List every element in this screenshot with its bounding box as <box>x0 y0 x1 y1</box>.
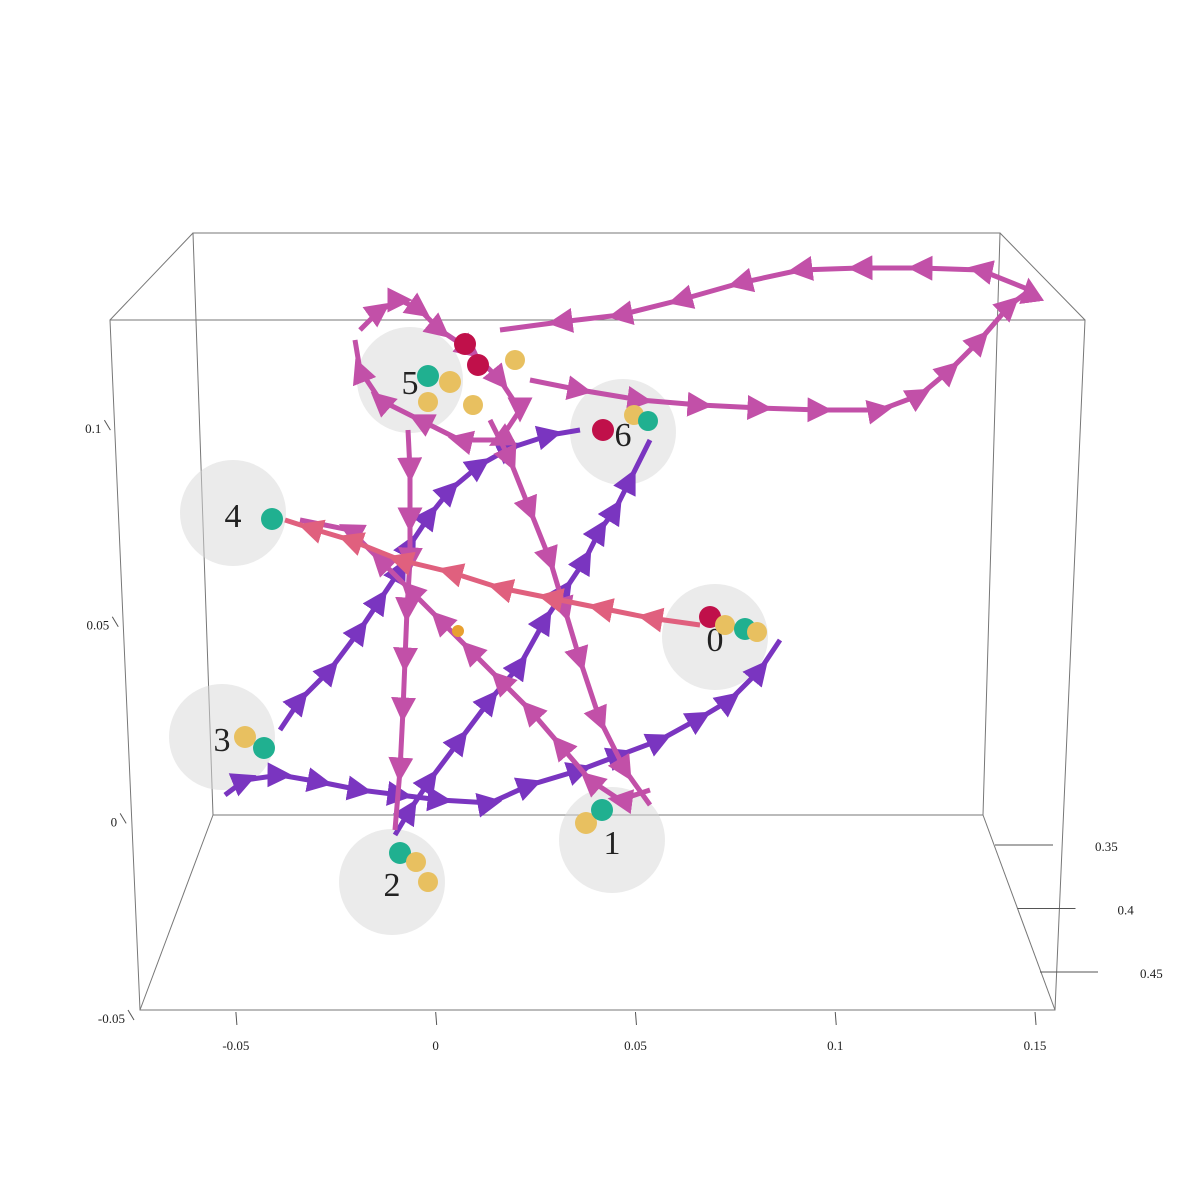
z-tick-label: 0.45 <box>1140 966 1163 981</box>
x-tick-label: -0.05 <box>222 1038 249 1053</box>
z-tick-label: 0.4 <box>1118 902 1135 917</box>
x-tick <box>834 1011 837 1026</box>
x-tick-label: 0 <box>432 1038 439 1053</box>
node-label: 4 <box>225 498 242 535</box>
x-tick <box>435 1011 438 1026</box>
x-tick-label: 0.05 <box>624 1038 647 1053</box>
molecules <box>234 333 767 892</box>
y-tick-label: -0.05 <box>98 1011 125 1026</box>
y-tick-label: 0 <box>111 814 118 829</box>
node-label: 1 <box>604 825 621 862</box>
x-tick <box>634 1011 637 1026</box>
x-tick-label: 0.1 <box>827 1038 843 1053</box>
x-tick <box>1034 1011 1037 1026</box>
y-tick <box>127 1009 135 1021</box>
axes: -0.05 0 0.05 0.1 0.15 -0.05 0 0.05 0.1 0.35 0.4 0.4… <box>85 419 1163 1053</box>
node-label: 2 <box>384 867 401 904</box>
x-tick <box>235 1011 238 1026</box>
y-tick <box>119 813 127 824</box>
y-tick-label: 0.05 <box>87 618 110 633</box>
z-tick-label: 0.35 <box>1095 839 1118 854</box>
trajectories <box>223 255 1045 837</box>
x-tick-label: 0.15 <box>1024 1038 1047 1053</box>
node-label: 3 <box>214 722 231 759</box>
y-tick <box>111 616 119 627</box>
node-sphere <box>180 460 286 566</box>
node-label: 5 <box>402 365 419 402</box>
box <box>109 232 1086 1011</box>
y-tick <box>103 419 111 431</box>
y-tick-label: 0.1 <box>85 421 101 436</box>
